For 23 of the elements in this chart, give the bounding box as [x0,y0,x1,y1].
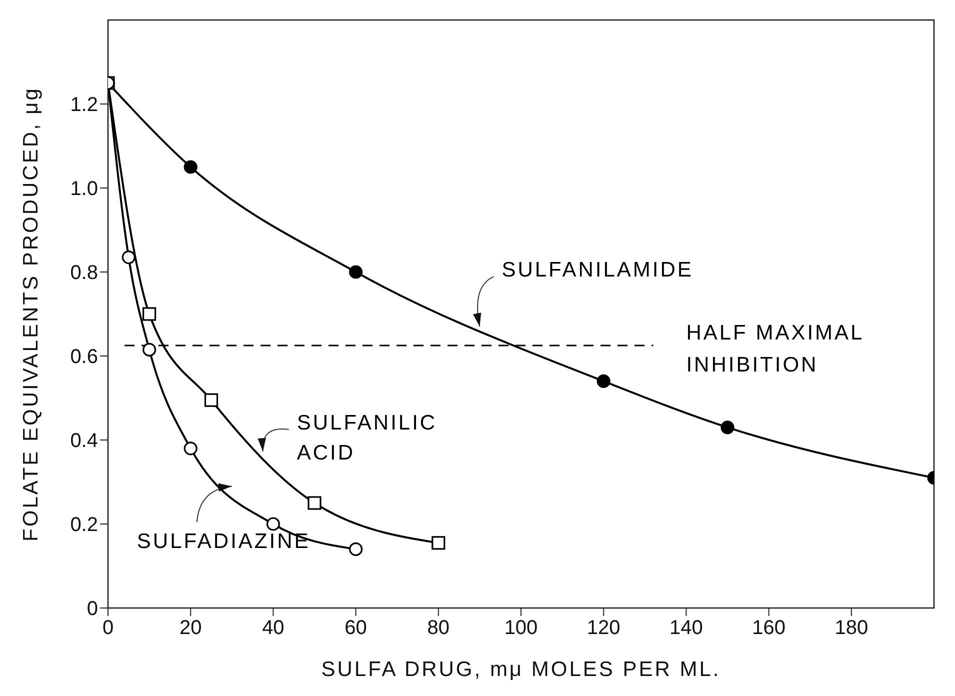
series-label: SULFANILIC ACID [296,412,438,465]
x-tick-label: 60 [344,617,367,640]
x-tick-label: 80 [427,617,450,640]
x-tick-label: 20 [179,617,202,640]
y-axis-title: FOLATE EQUIVALENTS PRODUCED, μg [19,86,42,542]
x-tick-label: 160 [752,617,786,640]
y-tick-label: 0.6 [70,346,98,368]
y-tick-label: 1.0 [70,178,98,200]
x-tick-label: 100 [504,617,538,640]
y-tick-label: 0 [86,598,98,620]
y-tick-label: 0.4 [70,430,98,452]
x-axis-title: SULFA DRUG, mμ MOLES PER ML. [321,658,721,681]
x-tick-label: 140 [670,617,703,640]
y-tick-label: 1.2 [70,94,98,116]
x-tick-label: 40 [262,617,284,640]
x-tick-label: 180 [834,617,868,640]
x-tick-label: 0 [102,617,114,640]
y-tick-label: 0.8 [70,262,98,284]
text: SULFANILAMIDE [502,258,694,282]
x-tick-label: 120 [586,617,620,640]
ref-line-label: HALF MAXIMAL INHIBITION [686,322,864,376]
y-tick-label: 0.2 [70,514,98,536]
series-label: SULFADIAZINE [136,530,310,554]
